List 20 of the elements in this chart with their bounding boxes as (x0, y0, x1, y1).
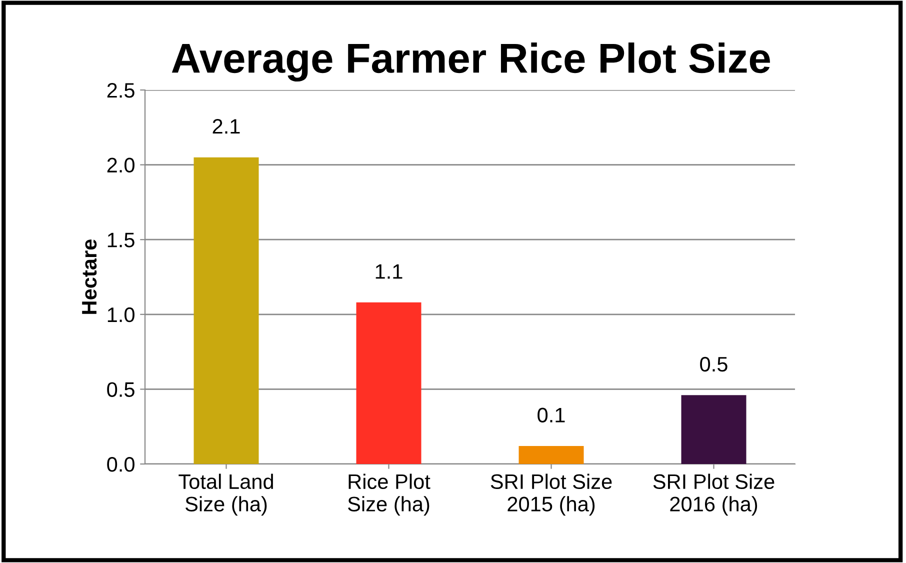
x-tick-label: SRI Plot Size 2015 (ha) (490, 474, 612, 516)
y-axis-title: Hectare (82, 239, 97, 314)
data-label: 2.1 (212, 119, 240, 134)
x-tick-label: SRI Plot Size 2016 (ha) (653, 474, 774, 516)
y-tick-label: 0.0 (107, 457, 134, 472)
bar (681, 395, 746, 464)
data-label: 1.1 (376, 264, 402, 279)
y-tick-label: 0.5 (107, 382, 134, 397)
bar (194, 157, 259, 464)
x-tick-label: Rice Plot Size (ha) (348, 474, 430, 516)
chart-title: Average Farmer Rice Plot Size (172, 42, 770, 82)
data-label: 0.5 (700, 356, 728, 372)
x-tick-label: Total Land Size (ha) (178, 474, 273, 516)
y-tick-label: 1.5 (108, 232, 134, 248)
y-tick-label: 1.0 (108, 307, 134, 322)
y-tick-label: 2.0 (107, 158, 134, 173)
bar (518, 446, 584, 464)
y-tick-label: 2.5 (107, 83, 134, 98)
data-label: 0.1 (538, 408, 565, 422)
bar (356, 302, 422, 464)
